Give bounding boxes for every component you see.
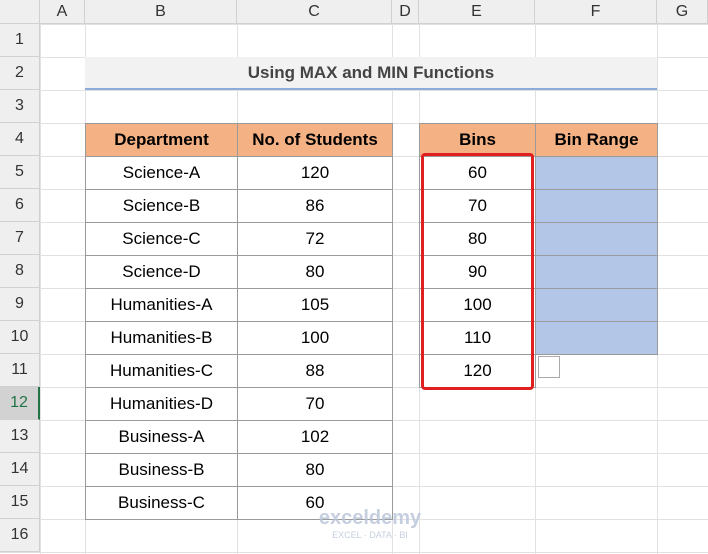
row-header[interactable]: 12 xyxy=(0,387,40,420)
column-header[interactable]: A xyxy=(40,0,85,24)
table-cell: 120 xyxy=(237,156,393,190)
table-cell: 70 xyxy=(237,387,393,421)
column-header[interactable]: D xyxy=(392,0,419,24)
row-header[interactable]: 7 xyxy=(0,222,40,255)
table-cell: 60 xyxy=(237,486,393,520)
bin-range-cell xyxy=(535,255,658,289)
column-header[interactable]: E xyxy=(419,0,535,24)
watermark-brand: exceldemy xyxy=(318,506,422,529)
table-cell: Science-C xyxy=(85,222,238,256)
table-cell: 80 xyxy=(237,255,393,289)
highlight-box xyxy=(421,153,534,390)
table-cell: 102 xyxy=(237,420,393,454)
column-header[interactable]: B xyxy=(85,0,237,24)
row-header[interactable]: 14 xyxy=(0,453,40,486)
row-header[interactable]: 8 xyxy=(0,255,40,288)
gridline xyxy=(0,24,708,25)
row-header[interactable]: 10 xyxy=(0,321,40,354)
table-cell: Humanities-B xyxy=(85,321,238,355)
gridline xyxy=(0,90,708,91)
table-cell: Humanities-C xyxy=(85,354,238,388)
table-cell: 80 xyxy=(237,453,393,487)
bin-range-cell xyxy=(535,321,658,355)
row-header[interactable]: 9 xyxy=(0,288,40,321)
table-cell: 86 xyxy=(237,189,393,223)
column-header[interactable]: G xyxy=(657,0,708,24)
table-cell: Science-A xyxy=(85,156,238,190)
row-header[interactable]: 13 xyxy=(0,420,40,453)
watermark-tagline: EXCEL · DATA · BI xyxy=(332,530,408,540)
table-cell: Business-C xyxy=(85,486,238,520)
bins-header: Bin Range xyxy=(535,123,658,157)
row-header[interactable]: 15 xyxy=(0,486,40,519)
table-cell: Humanities-A xyxy=(85,288,238,322)
table-cell: 88 xyxy=(237,354,393,388)
row-header[interactable]: 2 xyxy=(0,57,40,90)
bin-range-cell xyxy=(535,222,658,256)
title: Using MAX and MIN Functions xyxy=(85,57,657,90)
table-header: No. of Students xyxy=(237,123,393,157)
table-cell: Humanities-D xyxy=(85,387,238,421)
bin-range-cell xyxy=(535,288,658,322)
corner xyxy=(0,0,40,24)
table-cell: 100 xyxy=(237,321,393,355)
row-header[interactable]: 3 xyxy=(0,90,40,123)
row-header[interactable]: 16 xyxy=(0,519,40,552)
table-cell: Science-B xyxy=(85,189,238,223)
table-header: Department xyxy=(85,123,238,157)
row-header[interactable]: 11 xyxy=(0,354,40,387)
table-cell: Science-D xyxy=(85,255,238,289)
row-header[interactable]: 1 xyxy=(0,24,40,57)
bin-range-cell xyxy=(535,189,658,223)
table-cell: 105 xyxy=(237,288,393,322)
gridline xyxy=(40,0,41,554)
quick-analysis-icon[interactable] xyxy=(538,356,560,378)
column-header[interactable]: C xyxy=(237,0,392,24)
column-header[interactable]: F xyxy=(535,0,657,24)
gridline xyxy=(0,552,708,553)
table-cell: Business-A xyxy=(85,420,238,454)
table-cell: 72 xyxy=(237,222,393,256)
row-header[interactable]: 5 xyxy=(0,156,40,189)
bin-range-cell xyxy=(535,156,658,190)
bins-header: Bins xyxy=(419,123,536,157)
row-header[interactable]: 4 xyxy=(0,123,40,156)
row-header[interactable]: 6 xyxy=(0,189,40,222)
table-cell: Business-B xyxy=(85,453,238,487)
